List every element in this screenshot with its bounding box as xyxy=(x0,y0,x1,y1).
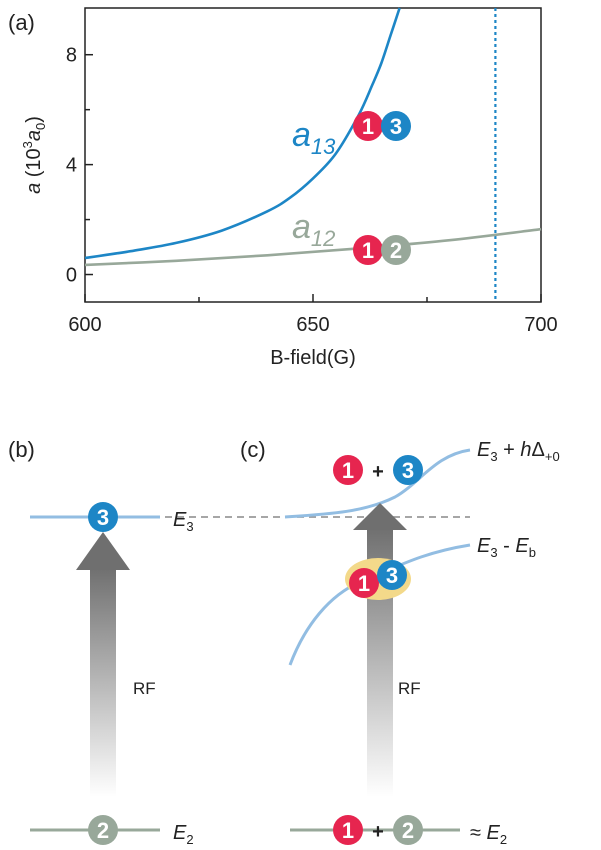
rf-arrow-head xyxy=(76,532,130,570)
atom-3-number: 3 xyxy=(390,114,402,139)
plus-sign: + xyxy=(372,461,384,483)
atom-3-number: 3 xyxy=(402,458,414,483)
atom-3-icon xyxy=(377,560,407,590)
panel-b-label: (b) xyxy=(8,437,35,462)
y-tick-label: 4 xyxy=(66,155,77,177)
series-a13-label: a13 xyxy=(292,116,336,159)
x-axis-label: B-field(G) xyxy=(270,347,356,369)
marker-pair-1-3: 1 3 xyxy=(353,111,411,141)
atom-2-icon xyxy=(381,235,411,265)
energy-e2-label: E2 xyxy=(173,822,194,847)
marker-pair-1-2: 1 2 xyxy=(353,235,411,265)
atom-2-number: 2 xyxy=(390,238,402,263)
atom-1-number: 1 xyxy=(362,238,374,263)
upper-branch-curve xyxy=(284,448,471,519)
y-axis-label: a (103a0) xyxy=(20,116,48,194)
energy-upper-label: E3 + hΔ+0 xyxy=(477,439,560,464)
atom-1-icon xyxy=(353,111,383,141)
panel-c: RF 1 + 3 1 3 1 + 2 E3 + hΔ+0 E3 - Eb ≈ E… xyxy=(284,439,560,847)
atom-1-icon xyxy=(333,815,363,845)
atom-3-icon xyxy=(393,455,423,485)
rf-label-b: RF xyxy=(133,679,156,698)
energy-lower-label: E3 - Eb xyxy=(477,535,536,560)
atom-1-number: 1 xyxy=(342,458,354,483)
series-a13-line xyxy=(84,7,401,260)
atom-2-icon xyxy=(393,815,423,845)
atom-1-number: 1 xyxy=(342,818,354,843)
atom-2-number: 2 xyxy=(402,818,414,843)
plus-sign: + xyxy=(372,821,384,843)
atom-3-number: 3 xyxy=(386,563,398,588)
atom-3-icon xyxy=(381,111,411,141)
rf-label-c: RF xyxy=(398,679,421,698)
atom-1-icon xyxy=(333,455,363,485)
atom-1-number: 1 xyxy=(362,114,374,139)
atom-1-number: 1 xyxy=(358,571,370,596)
atom-3-icon xyxy=(88,502,118,532)
atom-1-icon xyxy=(353,235,383,265)
panel-b: RF 3 2 E3 E2 xyxy=(30,502,470,847)
energy-e2-approx-label: ≈ E2 xyxy=(470,822,507,847)
x-tick-label: 700 xyxy=(524,314,557,336)
energy-e3-label: E3 xyxy=(173,509,194,534)
y-tick-label: 8 xyxy=(66,45,77,67)
atom-3-number: 3 xyxy=(97,505,109,530)
x-tick-label: 600 xyxy=(68,314,101,336)
y-tick-label: 0 xyxy=(66,265,77,287)
tick-marks xyxy=(84,53,542,302)
series-a12-line xyxy=(84,227,542,267)
rf-arrow-head-c xyxy=(353,503,407,530)
rf-arrow-shaft xyxy=(90,567,116,797)
tick-labels: 600 650 700 0 4 8 xyxy=(66,45,558,336)
atom-2-icon xyxy=(88,815,118,845)
panel-c-label: (c) xyxy=(240,437,266,462)
atom-1-icon xyxy=(349,568,379,598)
series-a12-label: a12 xyxy=(292,208,335,251)
x-tick-label: 650 xyxy=(296,314,329,336)
panel-a-label: (a) xyxy=(8,10,35,35)
atom-2-number: 2 xyxy=(97,818,109,843)
